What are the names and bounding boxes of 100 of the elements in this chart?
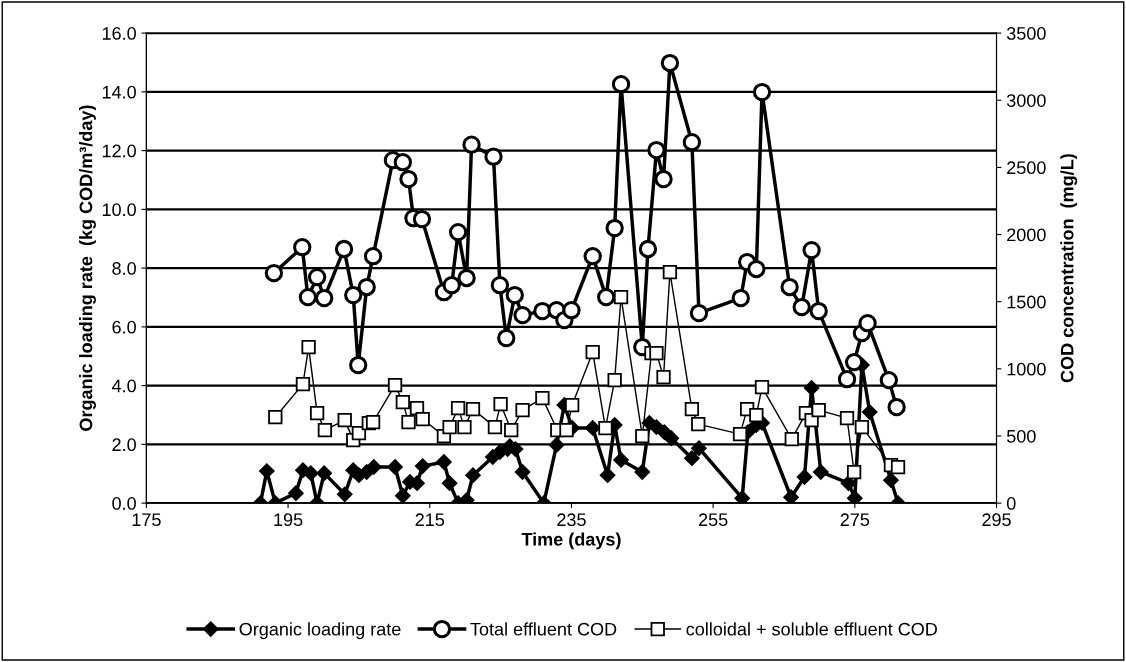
point: [465, 467, 481, 483]
point: [649, 345, 664, 361]
point: [395, 487, 411, 504]
legend-label: Total effluent COD: [470, 622, 617, 636]
point: [846, 464, 862, 480]
legend-label: colloidal + soluble effluent COD: [686, 622, 937, 636]
point: [363, 246, 383, 266]
point: [399, 169, 418, 189]
point: [450, 401, 466, 416]
point: [613, 289, 629, 305]
point: [749, 408, 764, 423]
point: [890, 459, 906, 475]
point: [334, 239, 354, 259]
point: [259, 463, 275, 479]
point: [792, 297, 811, 317]
point: [837, 370, 857, 389]
point: [754, 379, 770, 395]
point: [337, 412, 352, 428]
x-tick-label: 295: [982, 513, 1011, 527]
point: [493, 396, 508, 412]
x-tick-label: 235: [557, 513, 586, 527]
y2-axis-title: COD concentration (mg/L): [1060, 154, 1078, 383]
y2-tick-label: 0: [1006, 497, 1016, 510]
point: [317, 422, 333, 438]
point: [414, 458, 431, 474]
point: [436, 454, 452, 470]
y-tick-label: 16.0: [102, 27, 136, 40]
x-tick-label: 175: [132, 513, 161, 527]
point: [295, 376, 311, 392]
point: [442, 276, 461, 295]
y-tick-label: 14.0: [102, 85, 136, 99]
x-tick-label: 255: [698, 513, 728, 527]
point: [689, 303, 709, 323]
point: [515, 402, 530, 418]
y2-tick-label: 2000: [1007, 228, 1046, 242]
point: [562, 300, 581, 320]
y-tick-label: 0.0: [112, 497, 136, 510]
point: [484, 147, 503, 166]
point: [387, 377, 403, 393]
point: [442, 419, 457, 435]
legend-label: Organic loading rate: [239, 622, 401, 640]
point: [783, 489, 799, 504]
x-tick-label: 275: [840, 513, 870, 527]
point: [887, 397, 906, 417]
point: [607, 372, 622, 388]
point: [513, 305, 532, 325]
point: [752, 82, 772, 102]
point: [660, 53, 680, 73]
point: [747, 259, 766, 279]
point: [654, 169, 673, 189]
y-tick-label: 8.0: [112, 262, 136, 275]
point: [663, 430, 680, 446]
point: [809, 301, 828, 321]
point: [336, 486, 353, 503]
point: [684, 450, 700, 466]
point: [613, 452, 629, 468]
point: [293, 237, 312, 257]
point: [395, 394, 410, 410]
point: [504, 422, 519, 438]
point: [288, 485, 304, 501]
y2-tick-label: 1000: [1007, 362, 1046, 376]
y2-tick-label: 3000: [1006, 94, 1046, 107]
point: [387, 459, 403, 475]
point: [731, 288, 750, 308]
point: [599, 467, 616, 483]
point: [268, 410, 283, 425]
point: [316, 465, 332, 481]
point: [691, 440, 707, 456]
point: [298, 287, 318, 307]
x-tick-label: 215: [415, 513, 445, 527]
y-axis-title: Organic loading rate (kg COD/m³/day): [79, 105, 96, 431]
point: [548, 437, 565, 453]
point: [393, 152, 413, 172]
point: [365, 414, 381, 430]
point: [732, 426, 748, 442]
point: [662, 264, 678, 280]
point: [535, 390, 550, 406]
point: [584, 420, 601, 436]
point: [854, 419, 870, 435]
point: [497, 328, 516, 348]
point: [457, 419, 472, 435]
point: [879, 370, 898, 390]
point: [583, 246, 602, 266]
point: [691, 417, 706, 432]
point: [490, 276, 510, 295]
y-tick-label: 10.0: [102, 203, 136, 217]
point: [309, 405, 325, 421]
point: [598, 420, 613, 436]
point: [505, 285, 524, 305]
point: [839, 410, 855, 426]
point: [585, 345, 600, 360]
point: [844, 352, 864, 372]
point: [465, 401, 481, 417]
point: [307, 267, 327, 287]
point: [441, 475, 458, 491]
point: [638, 239, 658, 259]
point: [366, 459, 382, 475]
point: [315, 288, 334, 308]
point: [401, 414, 416, 430]
point: [802, 240, 821, 260]
